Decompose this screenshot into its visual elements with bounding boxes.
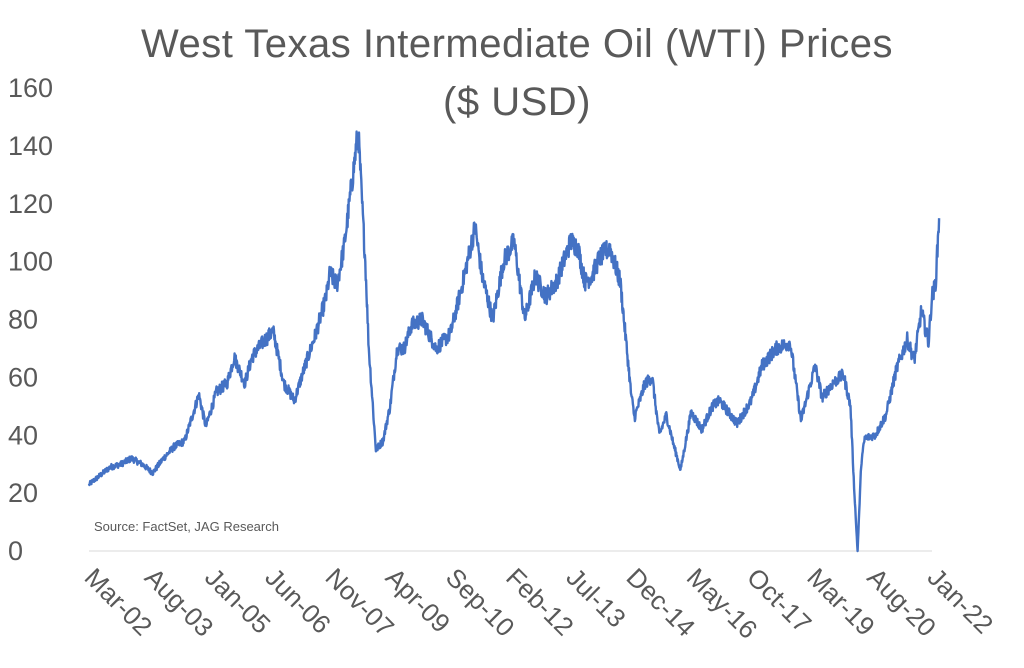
y-tick-label: 20: [8, 478, 38, 508]
chart-subtitle: ($ USD): [443, 80, 591, 124]
x-tick-label: Mar-02: [79, 562, 158, 641]
y-tick-label: 120: [8, 189, 53, 219]
y-tick-label: 40: [8, 420, 38, 450]
x-tick-label: Jun-06: [259, 562, 336, 639]
y-tick-label: 100: [8, 247, 53, 277]
chart-title: West Texas Intermediate Oil (WTI) Prices: [140, 22, 894, 66]
series-group: [87, 130, 941, 553]
y-tick-label: 80: [8, 305, 38, 335]
y-tick-label: 140: [8, 131, 53, 161]
y-axis: 0 20 40 60 80 100 120 140 160: [8, 73, 53, 566]
source-note: Source: FactSet, JAG Research: [94, 519, 279, 534]
y-tick-label: 0: [8, 536, 23, 566]
series-line: [87, 130, 941, 553]
x-axis: Mar-02Aug-03Jan-05Jun-06Nov-07Apr-09Sep-…: [79, 562, 999, 645]
x-tick-label: Mar-19: [801, 562, 880, 641]
y-tick-label: 60: [8, 362, 38, 392]
y-tick-label: 160: [8, 73, 53, 103]
